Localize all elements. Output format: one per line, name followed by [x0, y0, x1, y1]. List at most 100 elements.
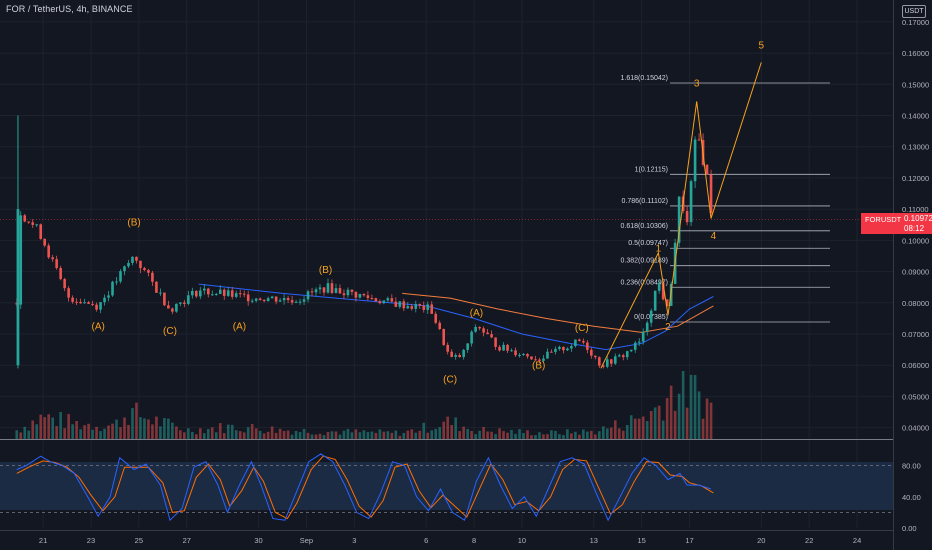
candle-body [418, 304, 422, 306]
candle-body [617, 355, 621, 357]
volume-bar [131, 408, 134, 439]
stoch-tick-label: 80.00 [902, 462, 921, 471]
wave-label: (A) [91, 321, 104, 332]
volume-bar [606, 428, 609, 439]
volume-bar [546, 434, 549, 439]
volume-bar [51, 417, 54, 439]
candle-body [254, 298, 258, 301]
volume-bar [594, 434, 597, 439]
candle-body [613, 356, 617, 364]
candle-body [278, 300, 282, 302]
price-axis[interactable]: 0.17000 0.16000 0.15000 0.14000 0.13000 0.120… [902, 18, 929, 433]
volume-bar [67, 414, 70, 439]
candle-body [474, 326, 477, 332]
candle-body [641, 331, 645, 342]
volume-bar [183, 432, 186, 439]
candle-body [422, 305, 426, 310]
volume-bar [570, 433, 573, 439]
fib-level-label: 0.236(0.08497) [620, 279, 667, 286]
volume-bar [354, 429, 358, 439]
volume-bar [474, 434, 477, 439]
fib-retracement[interactable]: 0(0.07385)0.236(0.08497)0.382(0.09189)0.… [620, 75, 830, 323]
volume-bar [222, 433, 226, 439]
candle-body [202, 288, 206, 291]
wave-projection[interactable] [600, 62, 762, 369]
candle-body [135, 256, 138, 261]
candle-body [370, 298, 374, 300]
candle-body [410, 306, 414, 309]
volume-bar [159, 426, 162, 439]
currency-unit-badge[interactable]: USDT [902, 5, 926, 18]
volume-bar [250, 424, 254, 439]
volume-bar [406, 430, 410, 439]
volume-bar [566, 429, 569, 439]
candle-body [234, 293, 238, 297]
price-tick-label: 0.15000 [902, 80, 929, 89]
stoch-band [0, 462, 893, 510]
volume-bar [450, 424, 453, 439]
time-axis[interactable]: 21 23 25 27 30 Sep 3 6 8 10 13 15 17 20 22 24 [39, 536, 861, 545]
ma-fast-line [198, 283, 714, 351]
volume-bar [542, 434, 545, 439]
candle-body [482, 328, 485, 333]
candle-body [462, 349, 465, 358]
candle-body [446, 344, 449, 352]
volume-bar [246, 427, 250, 439]
price-tick-label: 0.09000 [902, 268, 929, 277]
candle-body [294, 301, 298, 303]
volume-bar [15, 430, 19, 439]
wave-label: (A) [470, 308, 483, 319]
candle-body [187, 295, 190, 304]
volume-bar [55, 426, 58, 439]
price-tag-symbol: FORUSDT [865, 215, 902, 224]
time-tick-label: 24 [853, 536, 861, 545]
volume-bar [163, 418, 166, 439]
symbol-title: FOR / TetherUS, 4h, BINANCE [6, 4, 133, 14]
candle-body [689, 181, 693, 223]
candle-body [43, 238, 46, 246]
candle-body [143, 268, 146, 271]
volume-bar [298, 432, 302, 439]
candle-body [414, 304, 418, 309]
candle-body [155, 281, 158, 293]
volume-bar [230, 424, 234, 439]
volume-bar [629, 415, 633, 439]
candle-body [338, 288, 342, 294]
price-tick-label: 0.13000 [902, 143, 929, 152]
volume-bar [167, 418, 170, 439]
volume-bar [514, 433, 517, 439]
volume-bar [657, 405, 661, 439]
candle-body [314, 289, 318, 293]
candle-body [51, 257, 54, 260]
volume-bar [665, 398, 669, 439]
candle-body [645, 322, 649, 332]
volume-bar [470, 430, 473, 439]
volume-bar [63, 428, 66, 439]
candle-body [35, 224, 39, 226]
volume-bar [677, 393, 681, 439]
candle-body [390, 298, 394, 302]
candle-body [621, 355, 625, 358]
wave-label: 4 [711, 231, 717, 242]
candle-body [210, 294, 214, 296]
wave-label: (C) [163, 326, 177, 337]
volume-bar [598, 431, 601, 439]
volume-bar [218, 423, 222, 439]
volume-bar [693, 375, 697, 439]
volume-bar [709, 402, 713, 439]
candle-body [558, 346, 561, 349]
price-tick-label: 0.07000 [902, 330, 929, 339]
candle-body [163, 292, 166, 306]
candle-body [550, 351, 553, 353]
volume-bar [79, 429, 82, 439]
price-tick-label: 0.05000 [902, 392, 929, 401]
candle-body [394, 301, 398, 307]
candle-body [175, 303, 178, 312]
candle-body [386, 298, 390, 301]
volume-bar [466, 429, 469, 439]
volume-bar [43, 417, 46, 439]
candle-body [330, 283, 334, 293]
candle-body [258, 298, 262, 300]
price-tick-label: 0.11000 [902, 205, 929, 214]
